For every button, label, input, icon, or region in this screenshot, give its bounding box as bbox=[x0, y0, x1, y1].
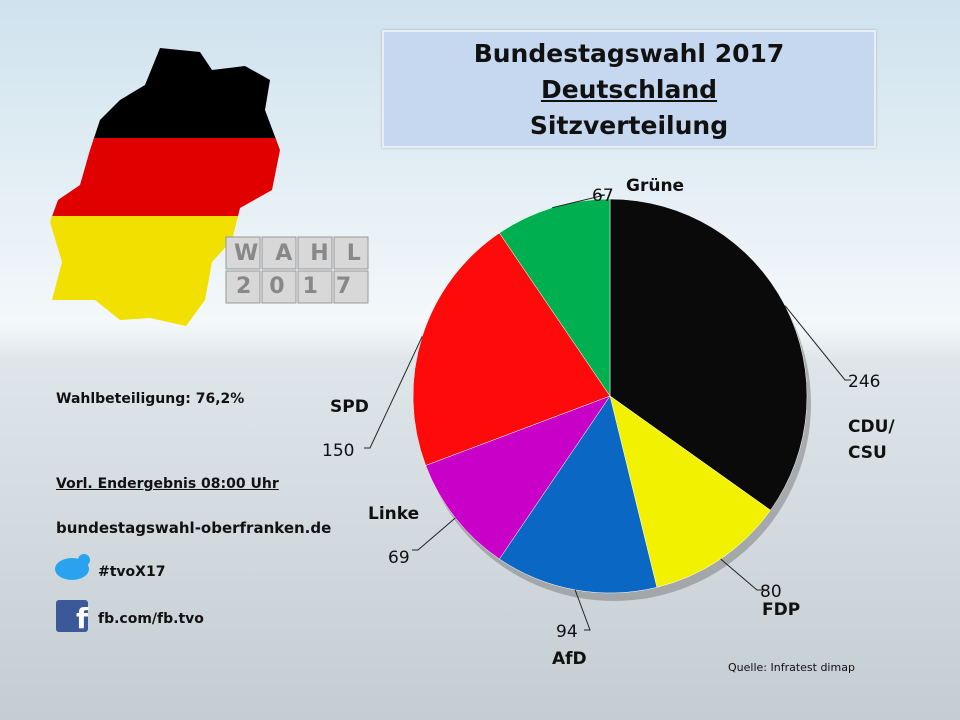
value-label: 69 bbox=[388, 548, 410, 568]
leader-line bbox=[574, 589, 591, 631]
chart-title: Bundestagswahl 2017 bbox=[473, 39, 785, 68]
category-label: AfD bbox=[552, 649, 587, 669]
source: Quelle: Infratest dimap bbox=[728, 661, 855, 674]
twitter-icon bbox=[55, 554, 90, 580]
status: Vorl. Endergebnis 08:00 Uhr bbox=[56, 476, 279, 492]
svg-text:f: f bbox=[76, 602, 89, 635]
website: bundestagswahl-oberfranken.de bbox=[56, 519, 332, 537]
value-label: 80 bbox=[760, 582, 782, 602]
pie-slice bbox=[425, 395, 611, 560]
chart-heading: Sitzverteilung bbox=[529, 111, 729, 140]
pie-slice bbox=[499, 395, 658, 594]
category-label: Linke bbox=[368, 504, 420, 524]
leader-line bbox=[720, 558, 763, 591]
value-label: 67 bbox=[592, 186, 614, 206]
logo-word: WAHL bbox=[234, 241, 379, 266]
wahl-logo bbox=[225, 236, 369, 304]
category-label: SPD bbox=[330, 397, 369, 417]
title-box: Bundestagswahl 2017 Deutschland Sitzvert… bbox=[382, 30, 876, 148]
hashtag: #tvoX17 bbox=[98, 564, 166, 580]
logo-year: 2017 bbox=[236, 274, 370, 299]
pie-slice bbox=[412, 232, 611, 466]
facebook-icon: f bbox=[56, 600, 89, 635]
leader-line bbox=[412, 517, 456, 551]
leader-line bbox=[552, 194, 606, 209]
category-label: FDP bbox=[762, 600, 801, 620]
facebook: fb.com/fb.tvo bbox=[98, 611, 204, 627]
value-label: 150 bbox=[322, 441, 355, 461]
pie-slice bbox=[609, 395, 771, 588]
value-label: 94 bbox=[556, 622, 578, 642]
chart-subtitle: Deutschland bbox=[540, 75, 718, 104]
leader-line bbox=[784, 305, 851, 381]
category-label: Grüne bbox=[626, 176, 685, 196]
leader-line bbox=[364, 336, 423, 449]
turnout: Wahlbeteiligung: 76,2% bbox=[56, 391, 245, 407]
category-label: CDU/ CSU bbox=[848, 417, 895, 463]
value-label: 246 bbox=[848, 372, 881, 392]
pie-slice bbox=[609, 198, 808, 511]
